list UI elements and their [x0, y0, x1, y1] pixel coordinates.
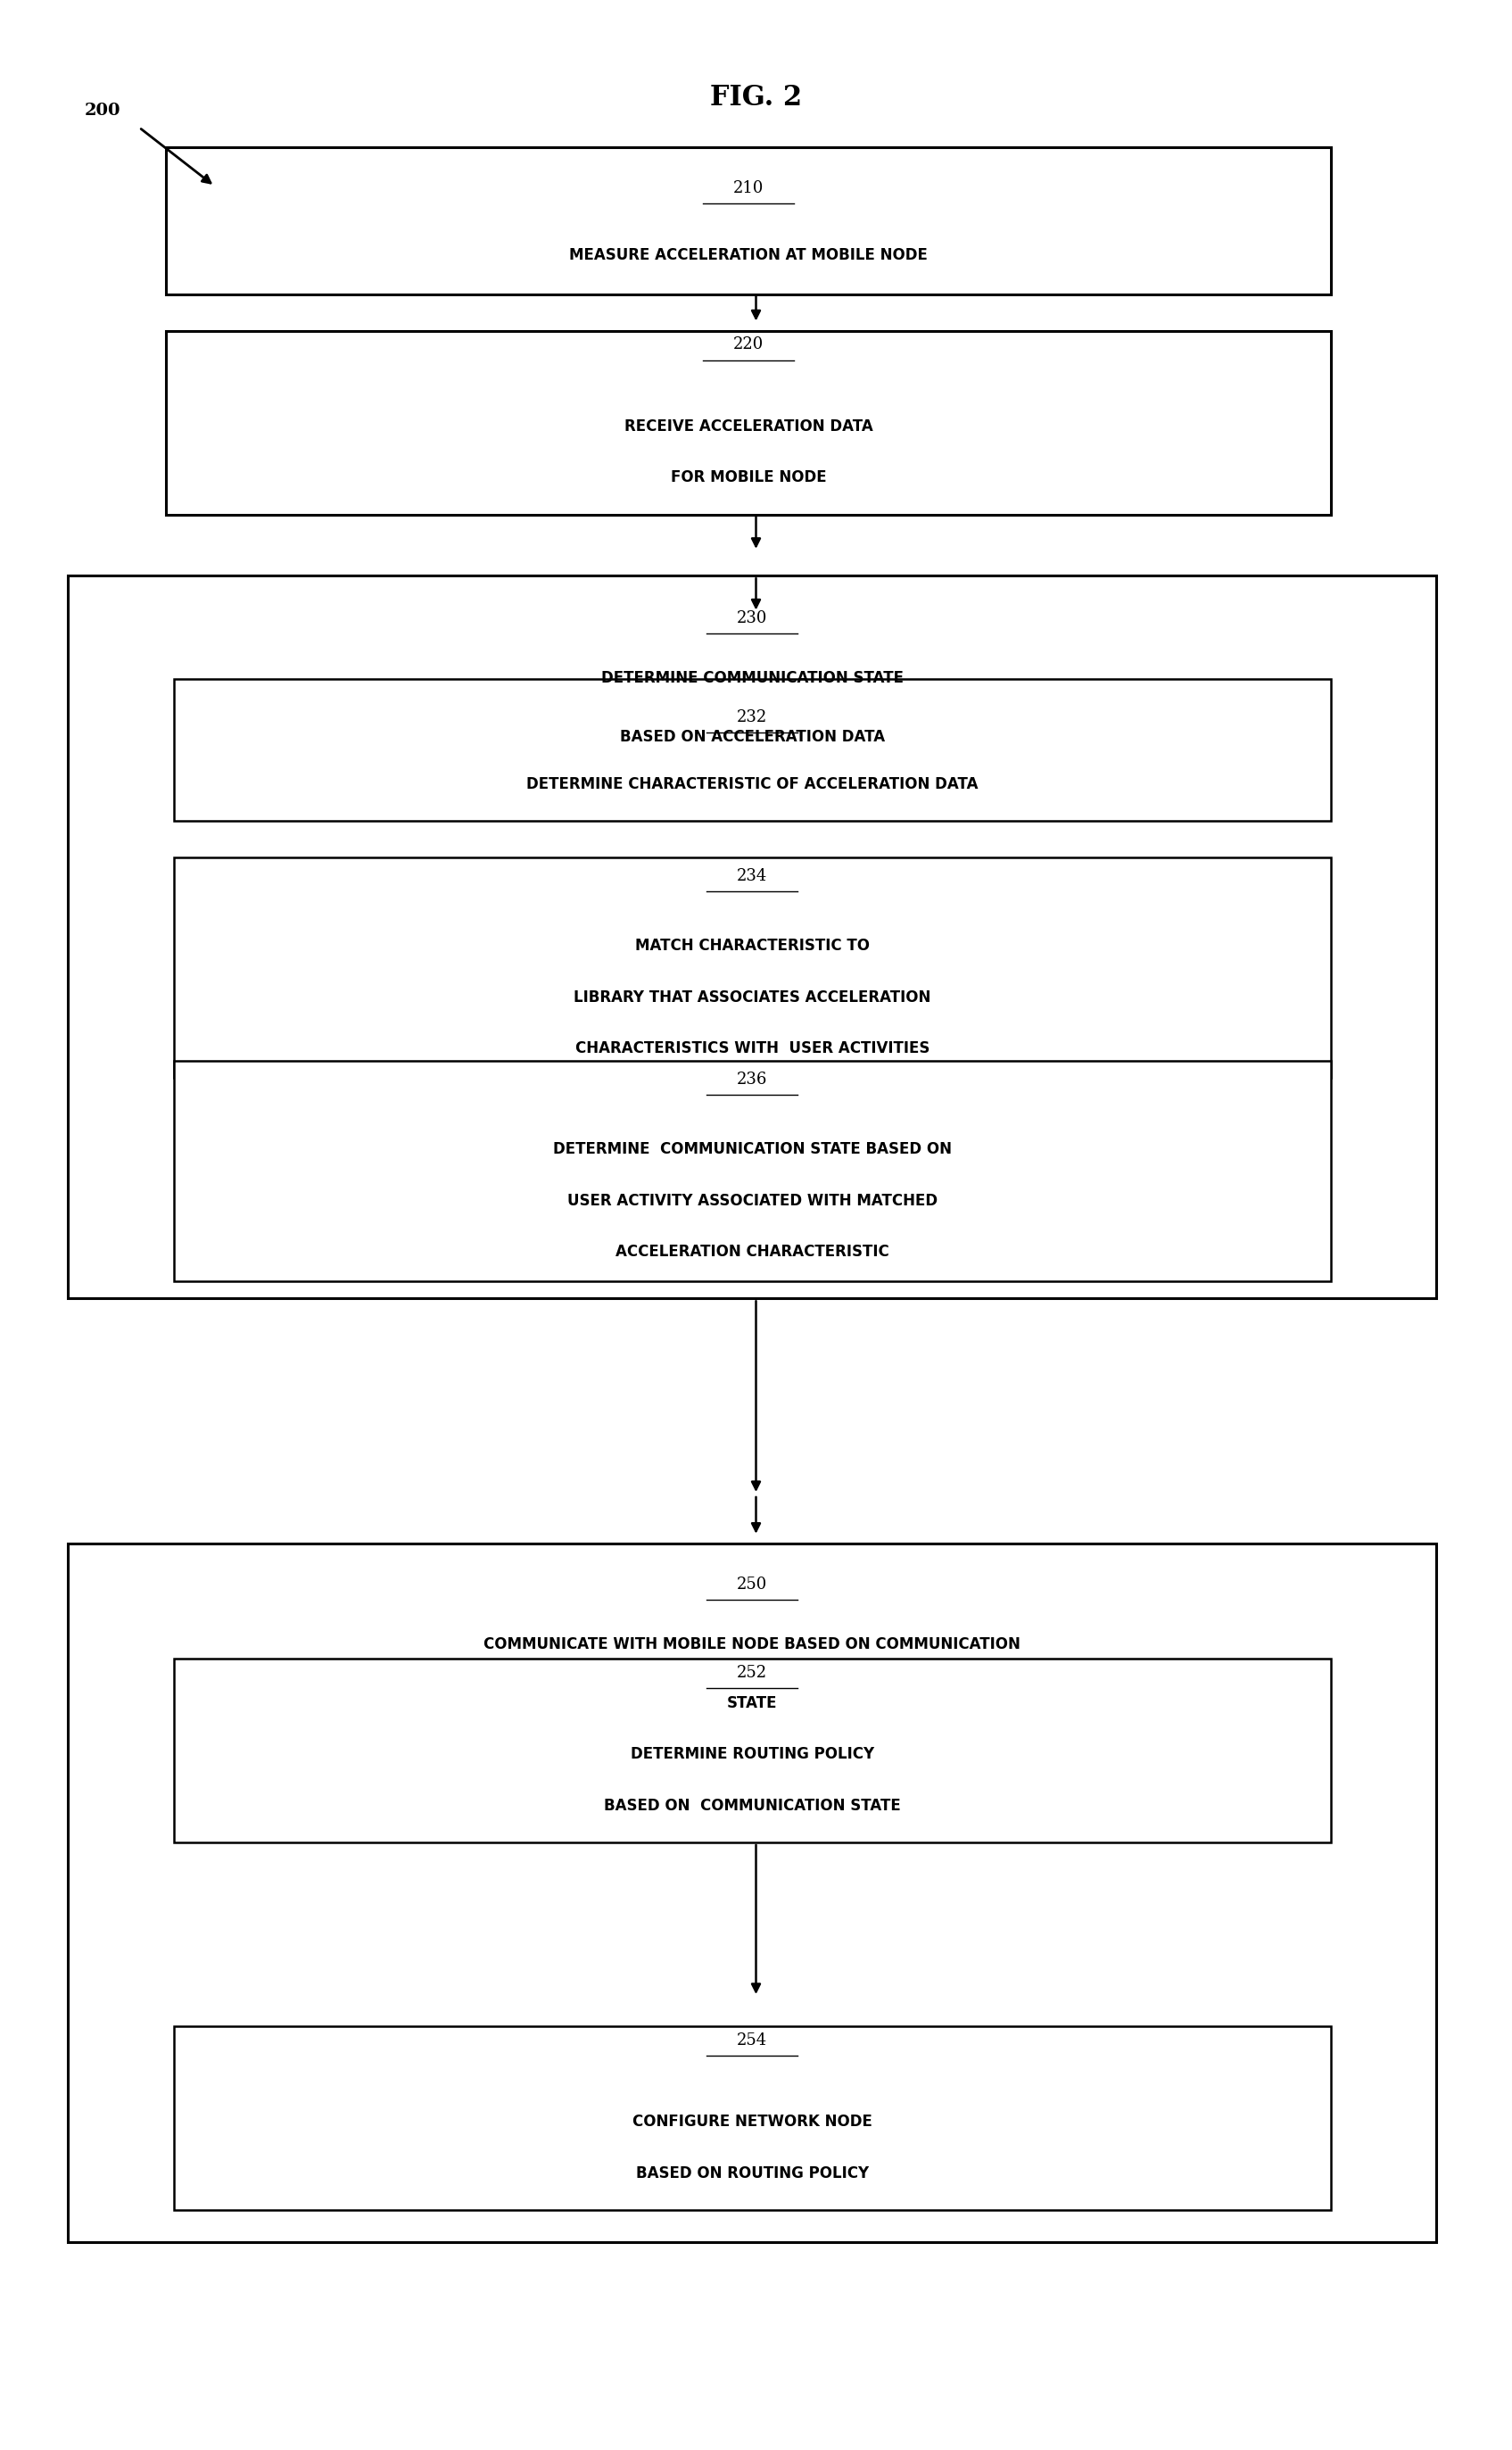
Text: 210: 210 — [733, 179, 764, 196]
Bar — [68, 576, 1436, 1299]
Bar — [174, 1061, 1331, 1281]
Bar — [174, 1659, 1331, 1842]
Bar — [174, 2026, 1331, 2210]
Text: BASED ON ACCELERATION DATA: BASED ON ACCELERATION DATA — [620, 730, 885, 745]
Text: DETERMINE COMMUNICATION STATE: DETERMINE COMMUNICATION STATE — [602, 671, 904, 686]
Bar — [166, 147, 1331, 294]
Text: 250: 250 — [736, 1575, 768, 1593]
Text: FOR MOBILE NODE: FOR MOBILE NODE — [670, 470, 827, 485]
Text: MATCH CHARACTERISTIC TO: MATCH CHARACTERISTIC TO — [635, 938, 869, 953]
Text: CONFIGURE NETWORK NODE: CONFIGURE NETWORK NODE — [632, 2114, 872, 2129]
Text: COMMUNICATE WITH MOBILE NODE BASED ON COMMUNICATION: COMMUNICATE WITH MOBILE NODE BASED ON CO… — [484, 1637, 1021, 1654]
Text: BASED ON ROUTING POLICY: BASED ON ROUTING POLICY — [635, 2166, 869, 2180]
Text: FIG. 2: FIG. 2 — [711, 83, 801, 113]
Text: CHARACTERISTICS WITH  USER ACTIVITIES: CHARACTERISTICS WITH USER ACTIVITIES — [575, 1041, 930, 1056]
Text: 232: 232 — [736, 708, 768, 725]
Text: LIBRARY THAT ASSOCIATES ACCELERATION: LIBRARY THAT ASSOCIATES ACCELERATION — [573, 990, 931, 1004]
Bar — [174, 679, 1331, 821]
Text: 252: 252 — [736, 1664, 768, 1681]
Text: STATE: STATE — [727, 1695, 777, 1713]
Bar — [68, 1544, 1436, 2242]
Text: DETERMINE ROUTING POLICY: DETERMINE ROUTING POLICY — [631, 1747, 874, 1762]
Text: BASED ON  COMMUNICATION STATE: BASED ON COMMUNICATION STATE — [603, 1798, 901, 1813]
Text: 200: 200 — [85, 103, 121, 118]
Text: 230: 230 — [736, 610, 768, 627]
Text: MEASURE ACCELERATION AT MOBILE NODE: MEASURE ACCELERATION AT MOBILE NODE — [569, 247, 928, 262]
Text: DETERMINE CHARACTERISTIC OF ACCELERATION DATA: DETERMINE CHARACTERISTIC OF ACCELERATION… — [526, 777, 978, 791]
Text: 254: 254 — [736, 2031, 768, 2048]
Text: USER ACTIVITY ASSOCIATED WITH MATCHED: USER ACTIVITY ASSOCIATED WITH MATCHED — [567, 1193, 937, 1208]
Text: 234: 234 — [736, 867, 768, 884]
Bar — [174, 857, 1331, 1078]
Text: DETERMINE  COMMUNICATION STATE BASED ON: DETERMINE COMMUNICATION STATE BASED ON — [553, 1142, 951, 1156]
Bar — [166, 331, 1331, 514]
Text: ACCELERATION CHARACTERISTIC: ACCELERATION CHARACTERISTIC — [615, 1245, 889, 1259]
Text: 236: 236 — [736, 1071, 768, 1088]
Text: 220: 220 — [733, 336, 764, 353]
Text: RECEIVE ACCELERATION DATA: RECEIVE ACCELERATION DATA — [624, 419, 872, 434]
